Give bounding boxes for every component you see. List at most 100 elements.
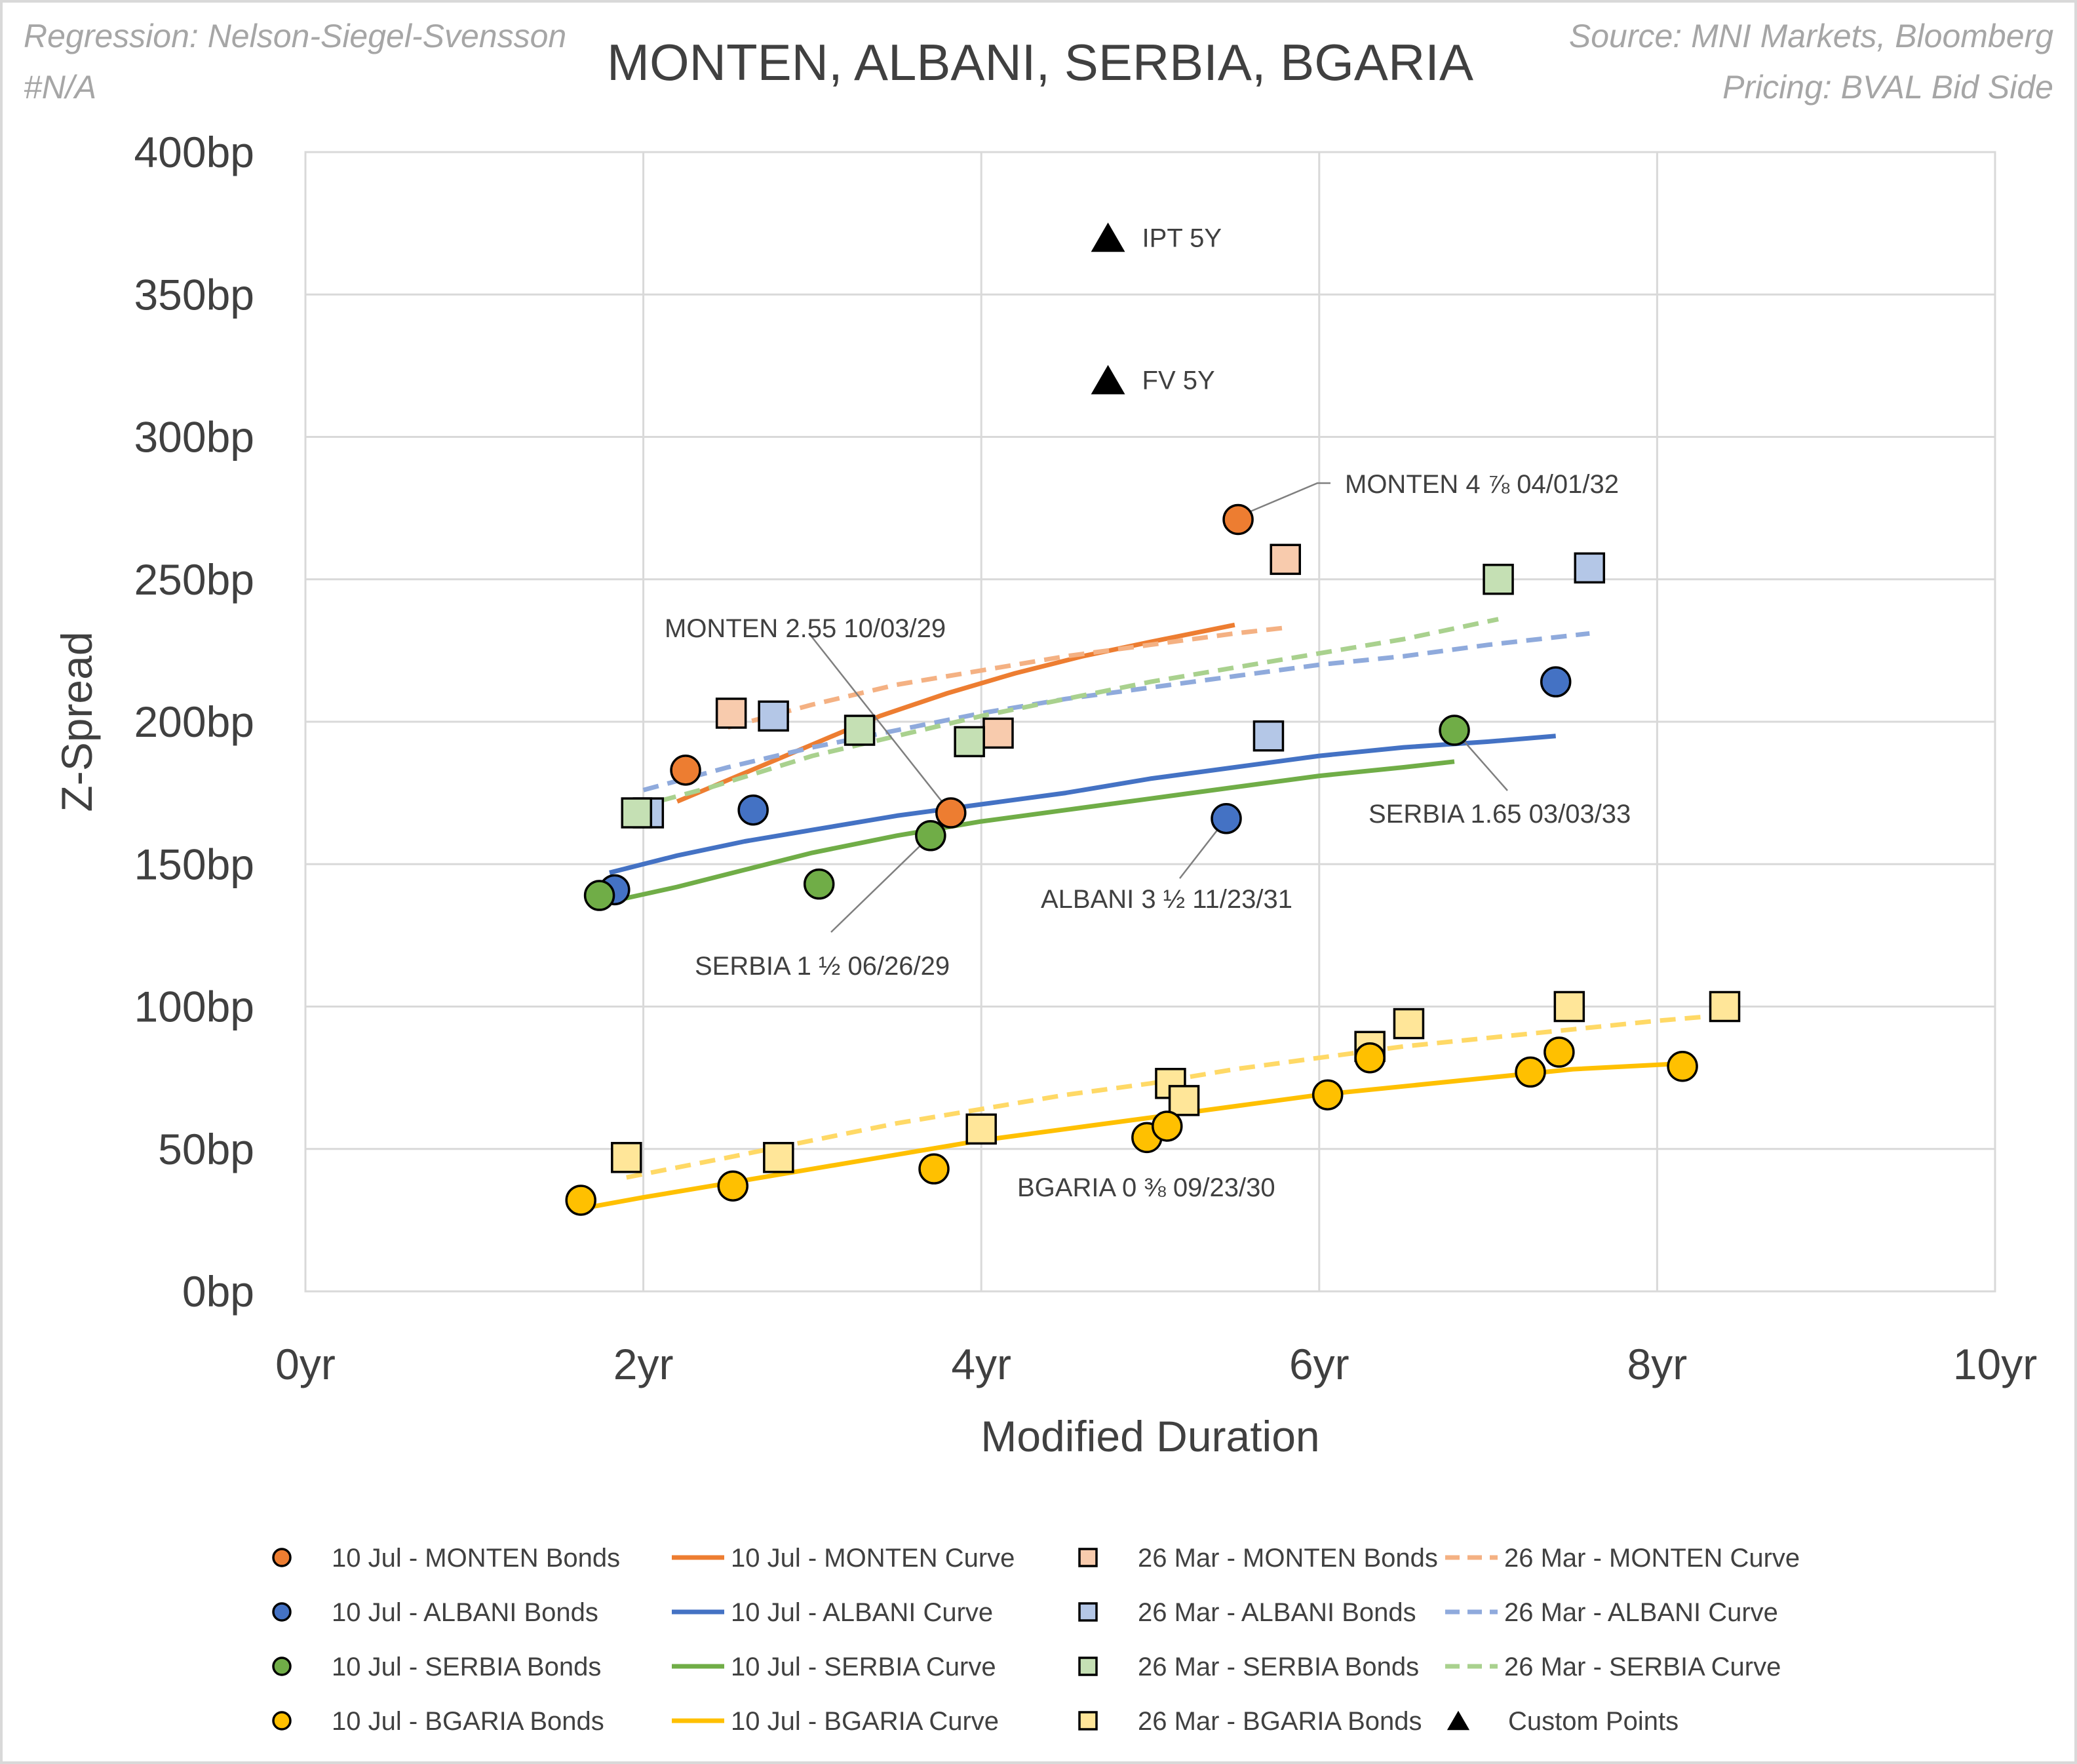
- legend-entry: 10 Jul - BGARIA Bonds: [332, 1707, 604, 1736]
- x-tick-label: 2yr: [613, 1340, 674, 1388]
- legend-symbol: [272, 1711, 292, 1731]
- legend-symbol: [1078, 1548, 1098, 1567]
- legend-entry: 10 Jul - SERBIA Curve: [731, 1653, 996, 1681]
- albani_bonds_mar-point: [1252, 720, 1285, 752]
- albani_curve_jul-line: [609, 734, 1556, 875]
- monten_bonds_mar-point: [1270, 543, 1301, 576]
- y-tick-label: 100bp: [134, 983, 254, 1031]
- header-source: Source: MNI Markets, Bloomberg: [1569, 18, 2053, 54]
- x-axis-title: Modified Duration: [980, 1412, 1319, 1460]
- albani_bonds_jul-point: [737, 794, 769, 826]
- albani_bonds_jul-point: [1540, 666, 1572, 697]
- legend-entry: 26 Mar - MONTEN Curve: [1504, 1544, 1800, 1573]
- y-tick-label: 250bp: [134, 555, 254, 604]
- serbia_bonds_mar-point: [1483, 564, 1514, 595]
- legend-symbol: [1078, 1711, 1098, 1731]
- legend-symbol: [1446, 1710, 1470, 1731]
- x-tick-label: 0yr: [275, 1340, 336, 1388]
- bgaria_bonds_mar-point: [1709, 990, 1741, 1023]
- bgaria_bonds_jul-point: [1152, 1110, 1183, 1142]
- legend-entry: 10 Jul - MONTEN Curve: [731, 1544, 1015, 1573]
- monten_bonds_jul-point: [935, 797, 967, 829]
- bgaria_bonds_jul-point: [918, 1153, 950, 1185]
- custom-point-label: FV 5Y: [1142, 366, 1215, 395]
- albani_curve_mar-line: [642, 631, 1590, 793]
- y-tick-label: 0bp: [182, 1267, 254, 1316]
- albani_bonds_jul-point: [1211, 802, 1242, 834]
- albani_bonds_mar-point: [758, 700, 789, 732]
- bond-annotation: BGARIA 0 ⅜ 09/23/30: [1017, 1173, 1275, 1202]
- bgaria_bonds_jul-point: [1354, 1042, 1386, 1074]
- custom_points-point: [1091, 222, 1125, 252]
- y-axis-title: Z-Spread: [52, 631, 101, 812]
- y-tick-label: 50bp: [158, 1125, 254, 1173]
- plot-area-border: [304, 151, 1996, 1293]
- y-tick-label: 350bp: [134, 270, 254, 319]
- annotation-leader: [830, 834, 931, 933]
- bgaria_bonds_jul-point: [1543, 1036, 1575, 1068]
- bgaria_bonds_jul-point: [717, 1170, 748, 1202]
- monten_bonds_mar-point: [715, 697, 747, 729]
- serbia_bonds_mar-point: [844, 715, 876, 746]
- legend-symbol: [1078, 1656, 1098, 1676]
- y-axis-tick-labels: 0bp 50bp 100bp 150bp 200bp 250bp 300bp 350bp 400…: [134, 128, 254, 1316]
- bond-annotation: MONTEN 2.55 10/03/29: [665, 614, 946, 643]
- legend-entry: 26 Mar - SERBIA Curve: [1504, 1653, 1781, 1681]
- legend-entry: 26 Mar - BGARIA Bonds: [1138, 1707, 1422, 1736]
- serbia_curve_jul-line: [598, 759, 1455, 907]
- bgaria_bonds_mar-point: [965, 1113, 997, 1145]
- serbia_bonds_jul-point: [915, 820, 946, 852]
- legend-entry: 26 Mar - ALBANI Curve: [1504, 1598, 1778, 1627]
- annotation-leader: [1249, 482, 1330, 513]
- legend: 10 Jul - MONTEN Bonds 10 Jul - MONTEN Cur…: [272, 1544, 1800, 1736]
- legend-entry: 26 Mar - SERBIA Bonds: [1138, 1653, 1419, 1681]
- bgaria_bonds_mar-point: [1168, 1085, 1200, 1116]
- x-tick-label: 8yr: [1627, 1340, 1688, 1388]
- monten_bonds_mar-point: [982, 717, 1014, 749]
- legend-entry: Custom Points: [1508, 1707, 1679, 1736]
- serbia_bonds_mar-point: [954, 726, 985, 758]
- bgaria_bonds_mar-point: [611, 1142, 642, 1173]
- albani_bonds_mar-point: [1574, 552, 1606, 584]
- x-tick-label: 10yr: [1953, 1340, 2037, 1388]
- legend-entry: 26 Mar - ALBANI Bonds: [1138, 1598, 1416, 1627]
- annotation-leader: [809, 633, 952, 813]
- annotation-labels: IPT 5Y FV 5Y MONTEN 4 ⅞ 04/01/32 MONTEN 2.5…: [665, 224, 1631, 1202]
- chart-title: MONTEN, ALBANI, SERBIA, BGARIA: [607, 33, 1473, 91]
- legend-entry: 10 Jul - ALBANI Curve: [731, 1598, 993, 1627]
- monten_curve_mar-line: [727, 625, 1286, 730]
- serbia_curve_mar-line: [636, 617, 1499, 810]
- y-tick-label: 300bp: [134, 413, 254, 461]
- header-pricing: Pricing: BVAL Bid Side: [1722, 69, 2053, 106]
- serbia_bonds_jul-point: [1439, 715, 1470, 746]
- bgaria_bonds_mar-point: [1553, 990, 1585, 1023]
- x-tick-label: 4yr: [951, 1340, 1011, 1388]
- custom_points-point: [1091, 364, 1125, 395]
- legend-entry: 10 Jul - MONTEN Bonds: [332, 1544, 620, 1573]
- legend-entry: 26 Mar - MONTEN Bonds: [1138, 1544, 1438, 1573]
- legend-entry: 10 Jul - BGARIA Curve: [731, 1707, 999, 1736]
- header-na: #N/A: [24, 69, 96, 106]
- monten_bonds_jul-point: [1222, 503, 1254, 536]
- bgaria_bonds_mar-point: [763, 1142, 794, 1173]
- legend-symbol: [272, 1548, 292, 1567]
- serbia_bonds_jul-point: [803, 868, 835, 900]
- bond-annotation: MONTEN 4 ⅞ 04/01/32: [1345, 470, 1619, 499]
- serbia_bonds_mar-point: [621, 797, 653, 829]
- legend-entry: 10 Jul - ALBANI Bonds: [332, 1598, 598, 1627]
- legend-symbol: [272, 1602, 292, 1622]
- bgaria_curve_mar-line: [626, 1013, 1725, 1180]
- bgaria_bonds_mar-point: [1393, 1008, 1425, 1040]
- point-series: [565, 222, 1741, 1216]
- legend-symbol: [272, 1656, 292, 1676]
- bond-annotation: SERBIA 1.65 03/03/33: [1368, 800, 1631, 829]
- legend-entry: 10 Jul - SERBIA Bonds: [332, 1653, 601, 1681]
- bond-annotation: SERBIA 1 ½ 06/26/29: [695, 952, 950, 981]
- x-axis-tick-labels: 0yr 2yr 4yr 6yr 8yr 10yr: [275, 1340, 2037, 1388]
- y-tick-label: 200bp: [134, 697, 254, 746]
- y-tick-label: 150bp: [134, 840, 254, 888]
- bgaria_bonds_jul-point: [1311, 1079, 1344, 1110]
